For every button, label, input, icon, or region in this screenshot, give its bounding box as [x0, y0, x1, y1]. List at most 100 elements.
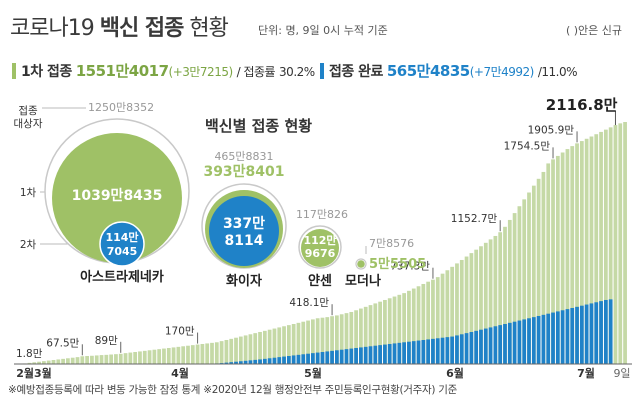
bar-first-dose — [301, 321, 306, 364]
bar-complete-dose — [431, 338, 435, 364]
bar-complete-dose — [459, 334, 464, 364]
page-title: 코로나19 백신 접종 현황 — [10, 10, 229, 42]
bar-first-dose — [99, 355, 104, 364]
bar-complete-dose — [368, 346, 373, 364]
bar-first-dose — [517, 206, 522, 364]
bar-first-dose — [195, 344, 200, 364]
x-tick-label: 9일 — [613, 366, 630, 380]
pfizer-second-circle — [209, 196, 279, 266]
bar-complete-dose — [450, 336, 455, 364]
bar-first-dose — [623, 122, 627, 364]
bar-first-dose — [253, 333, 258, 364]
bar-first-dose — [157, 349, 162, 364]
bar-complete-dose — [383, 344, 387, 364]
bar-first-dose — [536, 178, 541, 364]
bar-first-dose — [608, 127, 613, 364]
bar-complete-dose — [479, 329, 483, 364]
bar-first-dose — [166, 347, 171, 364]
bar-first-dose — [219, 341, 224, 364]
bar-first-dose — [603, 129, 608, 364]
bar-first-dose — [37, 361, 41, 364]
bar-first-dose — [493, 235, 498, 364]
bar-complete-dose — [238, 361, 243, 364]
bar-complete-dose — [512, 321, 517, 364]
bar-first-dose — [546, 163, 551, 364]
bar-first-dose — [186, 345, 190, 364]
bar-complete-dose — [277, 357, 282, 364]
janssen-first-circle — [301, 229, 339, 267]
bar-first-dose — [123, 353, 128, 364]
bar-complete-dose — [301, 354, 306, 364]
bar-first-dose — [32, 362, 37, 364]
bar-first-dose — [397, 294, 402, 364]
janssen-first-label-2: 9676 — [305, 247, 336, 260]
annotation-label: 418.1만 — [289, 297, 329, 309]
bar-complete-dose — [229, 362, 234, 364]
bar-first-dose — [421, 283, 426, 364]
bar-complete-dose — [387, 343, 392, 364]
bar-complete-dose — [310, 353, 315, 364]
bar-complete-dose — [272, 357, 277, 364]
axis-label-target-1: 접종 — [18, 105, 38, 117]
bar-complete-dose — [560, 310, 565, 364]
bar-complete-dose — [575, 306, 579, 364]
complete-dose-increase: (+7만4992) — [469, 65, 535, 79]
bar-first-dose — [258, 331, 262, 364]
bar-first-dose — [320, 317, 325, 364]
bar-complete-dose — [455, 335, 459, 364]
annotation-label: 1905.9만 — [528, 124, 575, 136]
bar-first-dose — [142, 350, 147, 364]
bar-first-dose — [599, 131, 603, 364]
bar-first-dose — [128, 352, 133, 364]
bar-complete-dose — [474, 330, 479, 364]
bar-first-dose — [522, 199, 527, 364]
bar-first-dose — [109, 354, 114, 364]
bar-complete-dose — [373, 345, 378, 364]
bar-first-dose — [306, 320, 310, 364]
bar-complete-dose — [402, 342, 406, 364]
bar-first-dose — [90, 355, 94, 364]
bar-first-dose — [56, 359, 61, 364]
bar-first-dose — [383, 299, 387, 364]
bar-first-dose — [200, 343, 205, 364]
pfizer-first-label: 393만8401 — [203, 164, 284, 180]
axis-label-first: 1차 — [20, 187, 37, 199]
bar-first-dose — [61, 358, 65, 364]
bar-first-dose — [339, 314, 344, 364]
bar-complete-dose — [397, 342, 402, 364]
bar-complete-dose — [335, 350, 339, 364]
new-note: ( )안은 신규 — [565, 24, 622, 37]
bar-first-dose — [234, 337, 238, 364]
bar-first-dose — [104, 354, 109, 364]
bar-complete-dose — [493, 326, 498, 364]
bar-first-dose — [176, 346, 181, 364]
bar-first-dose — [373, 303, 378, 364]
bar-complete-dose — [565, 309, 570, 364]
janssen-first-label-1: 112만 — [303, 233, 336, 247]
bar-first-dose — [488, 239, 493, 364]
bar-first-dose — [359, 308, 363, 364]
bar-complete-dose — [243, 360, 248, 364]
first-dose-rate: 30.2% — [279, 65, 315, 79]
bar-first-dose — [512, 213, 517, 364]
bar-first-dose — [85, 356, 89, 364]
bar-first-dose — [310, 319, 315, 364]
bar-complete-dose — [234, 361, 238, 364]
bar-first-dose — [248, 334, 253, 364]
annotation-label: 89만 — [95, 335, 118, 347]
x-tick-label: 5월 — [304, 366, 322, 380]
bar-first-dose — [66, 358, 70, 364]
bar-complete-dose — [469, 331, 474, 364]
bar-first-dose — [368, 305, 373, 364]
bar-complete-dose — [551, 312, 555, 364]
bar-complete-dose — [262, 358, 267, 364]
x-tick-label: 2월3월 — [16, 366, 52, 380]
az-name: 아스트라제네카 — [80, 269, 164, 285]
complete-dose-rate: /11.0% — [537, 65, 578, 79]
bar-complete-dose — [411, 341, 416, 364]
bar-complete-dose — [589, 303, 594, 364]
bar-first-dose — [171, 347, 176, 364]
first-dose-label: 1차 접종 — [21, 64, 72, 80]
bar-complete-dose — [570, 307, 575, 364]
